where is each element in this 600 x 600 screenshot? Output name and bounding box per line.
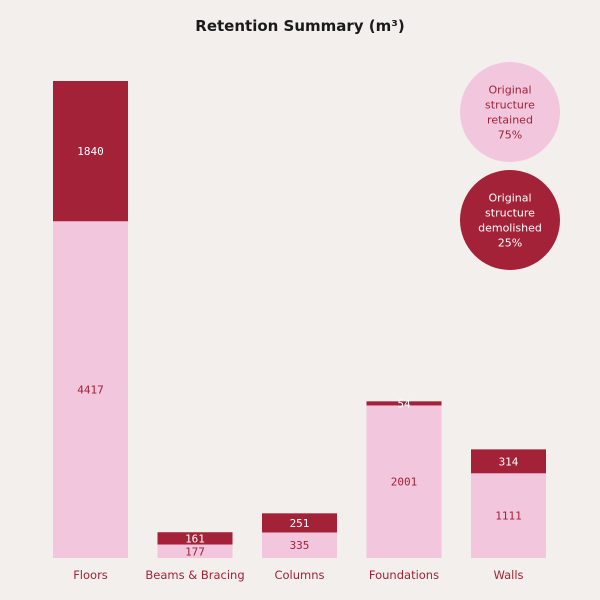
bar-value-label: 1840	[77, 145, 104, 158]
legend-circle-demolished	[460, 170, 560, 270]
bar-retained	[53, 221, 128, 558]
legend-text-line: 25%	[498, 237, 522, 250]
legend-text-line: structure	[485, 99, 535, 112]
bar-retained	[262, 532, 337, 558]
bar-value-label: 177	[185, 545, 205, 558]
bar-value-label: 314	[499, 455, 519, 468]
bar-retained	[471, 473, 546, 558]
legend: Original structure retained 75% Original stru…	[460, 62, 560, 270]
bar-value-label: 4417	[77, 384, 104, 397]
bar-demolished	[53, 81, 128, 222]
bar-demolished	[157, 532, 233, 545]
category-label: Columns	[274, 568, 324, 582]
bar-demolished	[471, 449, 546, 474]
legend-text-line: 75%	[498, 129, 522, 142]
legend-text-line: Original	[488, 84, 531, 97]
category-label: Foundations	[369, 568, 439, 582]
bar-retained	[157, 544, 233, 558]
bar-value-label: 161	[185, 532, 205, 545]
bar-value-label: 1111	[495, 510, 522, 523]
legend-text-line: Original	[488, 192, 531, 205]
bar-demolished	[262, 513, 337, 533]
bar-value-label: 251	[290, 517, 310, 530]
bar-value-label: 54	[397, 397, 411, 410]
bar-retained	[366, 405, 442, 558]
category-labels: Floors Beams & Bracing Columns Foundations W…	[73, 568, 523, 582]
legend-text-line: retained	[487, 114, 533, 127]
legend-circle-retained	[460, 62, 560, 162]
category-label: Floors	[73, 568, 108, 582]
legend-text-line: structure	[485, 207, 535, 220]
bar-demolished	[366, 401, 442, 406]
bar-value-label: 335	[290, 539, 310, 552]
bar-value-label: 2001	[391, 476, 418, 489]
category-label: Walls	[493, 568, 523, 582]
legend-text-line: demolished	[478, 222, 542, 235]
chart-title: Retention Summary (m³)	[195, 17, 404, 35]
category-label: Beams & Bracing	[145, 568, 244, 582]
